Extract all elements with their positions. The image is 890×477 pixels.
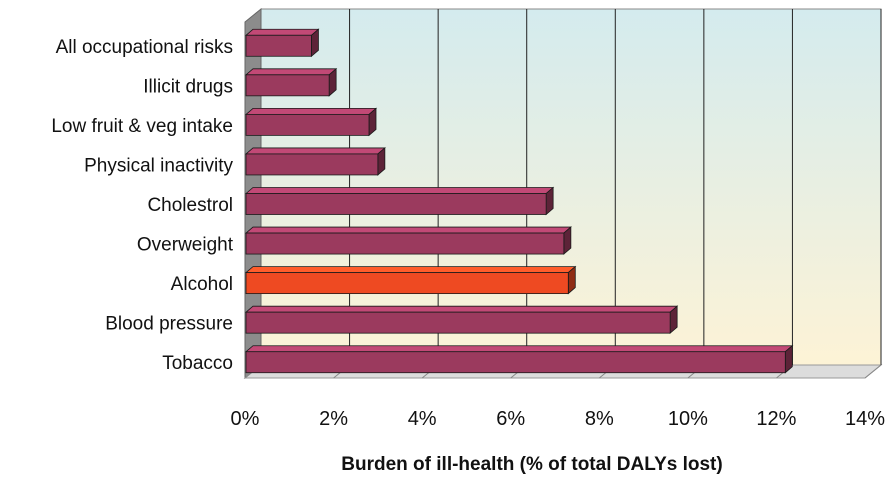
bar-front-face — [245, 193, 547, 215]
x-tick-label: 8% — [585, 408, 614, 430]
category-labels: All occupational risks Illicit drugs Low f… — [51, 37, 233, 374]
bar — [244, 28, 320, 58]
bar-front-face — [245, 351, 786, 374]
x-tick-label: 6% — [496, 408, 525, 430]
category-label: Physical inactivity — [84, 155, 233, 176]
x-tick-label: 14% — [845, 408, 885, 430]
bar-front-face — [245, 272, 569, 295]
bar-front-face — [245, 74, 330, 97]
category-label: Blood pressure — [105, 314, 233, 335]
bars — [244, 28, 794, 374]
bar-top-face — [244, 345, 794, 353]
bar — [244, 67, 338, 97]
bar-top-face — [244, 107, 378, 115]
category-label: Illicit drugs — [143, 76, 233, 97]
x-tick-label: 4% — [408, 408, 437, 430]
bar-top-face — [244, 187, 555, 194]
bar — [244, 107, 378, 137]
x-tick-label: 0% — [231, 408, 260, 430]
category-label: Alcohol — [171, 274, 233, 295]
bar-front-face — [245, 34, 312, 57]
bar-front-face — [245, 113, 370, 136]
bar-top-face — [244, 226, 572, 234]
floor-tick-line — [864, 364, 882, 379]
bar-front-face — [245, 153, 379, 176]
bar-top-face — [244, 147, 386, 155]
x-tick-label: 12% — [756, 408, 796, 430]
bar — [244, 147, 386, 176]
category-label: All occupational risks — [56, 37, 233, 58]
bar-front-face — [245, 311, 671, 334]
plot-background — [243, 7, 883, 380]
bar — [244, 344, 794, 374]
bar-top-face — [244, 266, 577, 274]
x-tick-labels: 0% 2% 4% 6% 8% 10% 12% 14% — [231, 408, 886, 430]
plot-back-wall — [260, 8, 882, 366]
bar — [244, 226, 572, 255]
category-label: Low fruit & veg intake — [51, 116, 233, 137]
bar-top-face — [244, 68, 338, 76]
bar-top-face — [244, 305, 679, 313]
category-label: Overweight — [137, 235, 234, 256]
x-tick-label: 2% — [319, 408, 348, 430]
bar — [244, 186, 555, 216]
bar-top-face — [244, 28, 320, 36]
category-label: Cholestrol — [147, 195, 233, 216]
bar — [244, 265, 577, 295]
bar-front-face — [245, 232, 565, 255]
bar — [244, 305, 679, 335]
x-axis-title: Burden of ill-health (% of total DALYs l… — [341, 454, 722, 475]
category-label: Tobacco — [162, 353, 233, 374]
x-tick-label: 10% — [668, 408, 708, 430]
